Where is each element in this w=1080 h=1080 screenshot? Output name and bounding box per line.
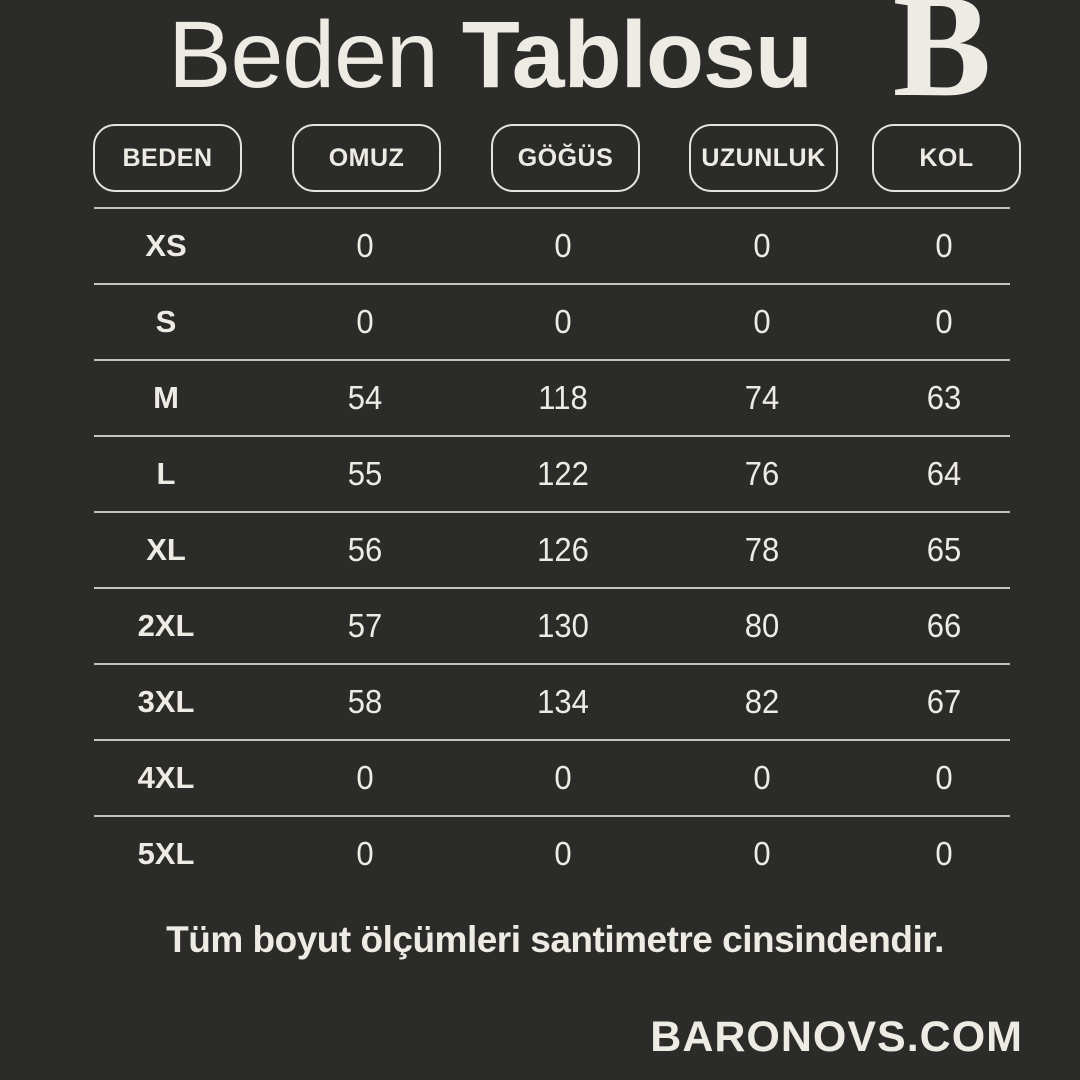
- cell-value: 134: [537, 683, 589, 720]
- table-row-3xl: 3XL 58 134 82 67: [94, 665, 1010, 741]
- header-pill-gogus: GÖĞÜS: [491, 124, 640, 192]
- cell-value: 74: [744, 379, 780, 416]
- cell-value: 0: [554, 227, 572, 264]
- units-note: Tüm boyut ölçümleri santimetre cinsinden…: [166, 919, 944, 960]
- cell-value: 54: [347, 379, 383, 416]
- size-label: M: [153, 380, 179, 415]
- cell-value: 58: [347, 683, 383, 720]
- table-row-2xl: 2XL 57 130 80 66: [94, 589, 1010, 665]
- cell-value: 65: [926, 531, 962, 568]
- cell-value: 0: [753, 835, 771, 872]
- size-label: L: [156, 456, 176, 491]
- cell-value: 78: [744, 531, 780, 568]
- size-label: S: [155, 304, 177, 339]
- table-row-s: S 0 0 0 0: [94, 285, 1010, 361]
- cell-value: 0: [554, 835, 572, 872]
- cell-value: 0: [356, 835, 374, 872]
- cell-value: 130: [537, 607, 589, 644]
- size-label: 4XL: [137, 760, 195, 795]
- cell-value: 57: [347, 607, 383, 644]
- size-label: 5XL: [137, 836, 195, 871]
- cell-value: 64: [926, 455, 962, 492]
- size-label: XS: [145, 228, 187, 263]
- cell-value: 118: [538, 379, 588, 416]
- cell-value: 0: [935, 227, 953, 264]
- cell-value: 0: [356, 759, 374, 796]
- table-row-5xl: 5XL 0 0 0 0: [94, 817, 1010, 891]
- table-row-xl: XL 56 126 78 65: [94, 513, 1010, 589]
- header-label: BEDEN: [122, 143, 213, 172]
- cell-value: 0: [356, 303, 374, 340]
- cell-value: 67: [926, 683, 962, 720]
- cell-value: 0: [753, 759, 771, 796]
- cell-value: 55: [347, 455, 383, 492]
- cell-value: 0: [753, 227, 771, 264]
- header-pills-row: BEDEN OMUZ GÖĞÜS UZUNLUK KOL: [93, 124, 1021, 193]
- table-row-l: L 55 122 76 64: [94, 437, 1010, 513]
- header-label: GÖĞÜS: [517, 143, 614, 172]
- size-table: XS 0 0 0 0 S 0 0 0 0 M 54 118 74 63 L 55…: [94, 207, 1010, 891]
- cell-value: 80: [744, 607, 780, 644]
- page-title-regular: Beden: [168, 2, 439, 108]
- cell-value: 0: [935, 759, 953, 796]
- cell-value: 0: [935, 303, 953, 340]
- header-pill-kol: KOL: [872, 124, 1021, 192]
- size-label: 3XL: [137, 684, 195, 719]
- page-title-bold: Tablosu: [461, 2, 813, 108]
- size-label: XL: [146, 532, 186, 567]
- cell-value: 63: [926, 379, 962, 416]
- header-label: KOL: [919, 143, 974, 172]
- cell-value: 56: [347, 531, 383, 568]
- cell-value: 82: [744, 683, 780, 720]
- table-row-4xl: 4XL 0 0 0 0: [94, 741, 1010, 817]
- website-brand: BARONOVS.COM: [650, 1013, 1023, 1061]
- cell-value: 0: [935, 835, 953, 872]
- table-row-m: M 54 118 74 63: [94, 361, 1010, 437]
- cell-value: 126: [537, 531, 589, 568]
- page-title: Beden Tablosu: [168, 5, 813, 106]
- cell-value: 76: [744, 455, 780, 492]
- size-label: 2XL: [137, 608, 195, 643]
- header-label: OMUZ: [328, 143, 405, 172]
- cell-value: 0: [554, 303, 572, 340]
- cell-value: 66: [926, 607, 962, 644]
- header-label: UZUNLUK: [701, 143, 826, 172]
- table-row-xs: XS 0 0 0 0: [94, 209, 1010, 285]
- brand-letter-logo: B: [892, 0, 992, 128]
- cell-value: 0: [356, 227, 374, 264]
- header-pill-uzunluk: UZUNLUK: [689, 124, 838, 192]
- header-pill-beden: BEDEN: [93, 124, 242, 192]
- cell-value: 122: [537, 455, 589, 492]
- cell-value: 0: [554, 759, 572, 796]
- cell-value: 0: [753, 303, 771, 340]
- header-pill-omuz: OMUZ: [292, 124, 441, 192]
